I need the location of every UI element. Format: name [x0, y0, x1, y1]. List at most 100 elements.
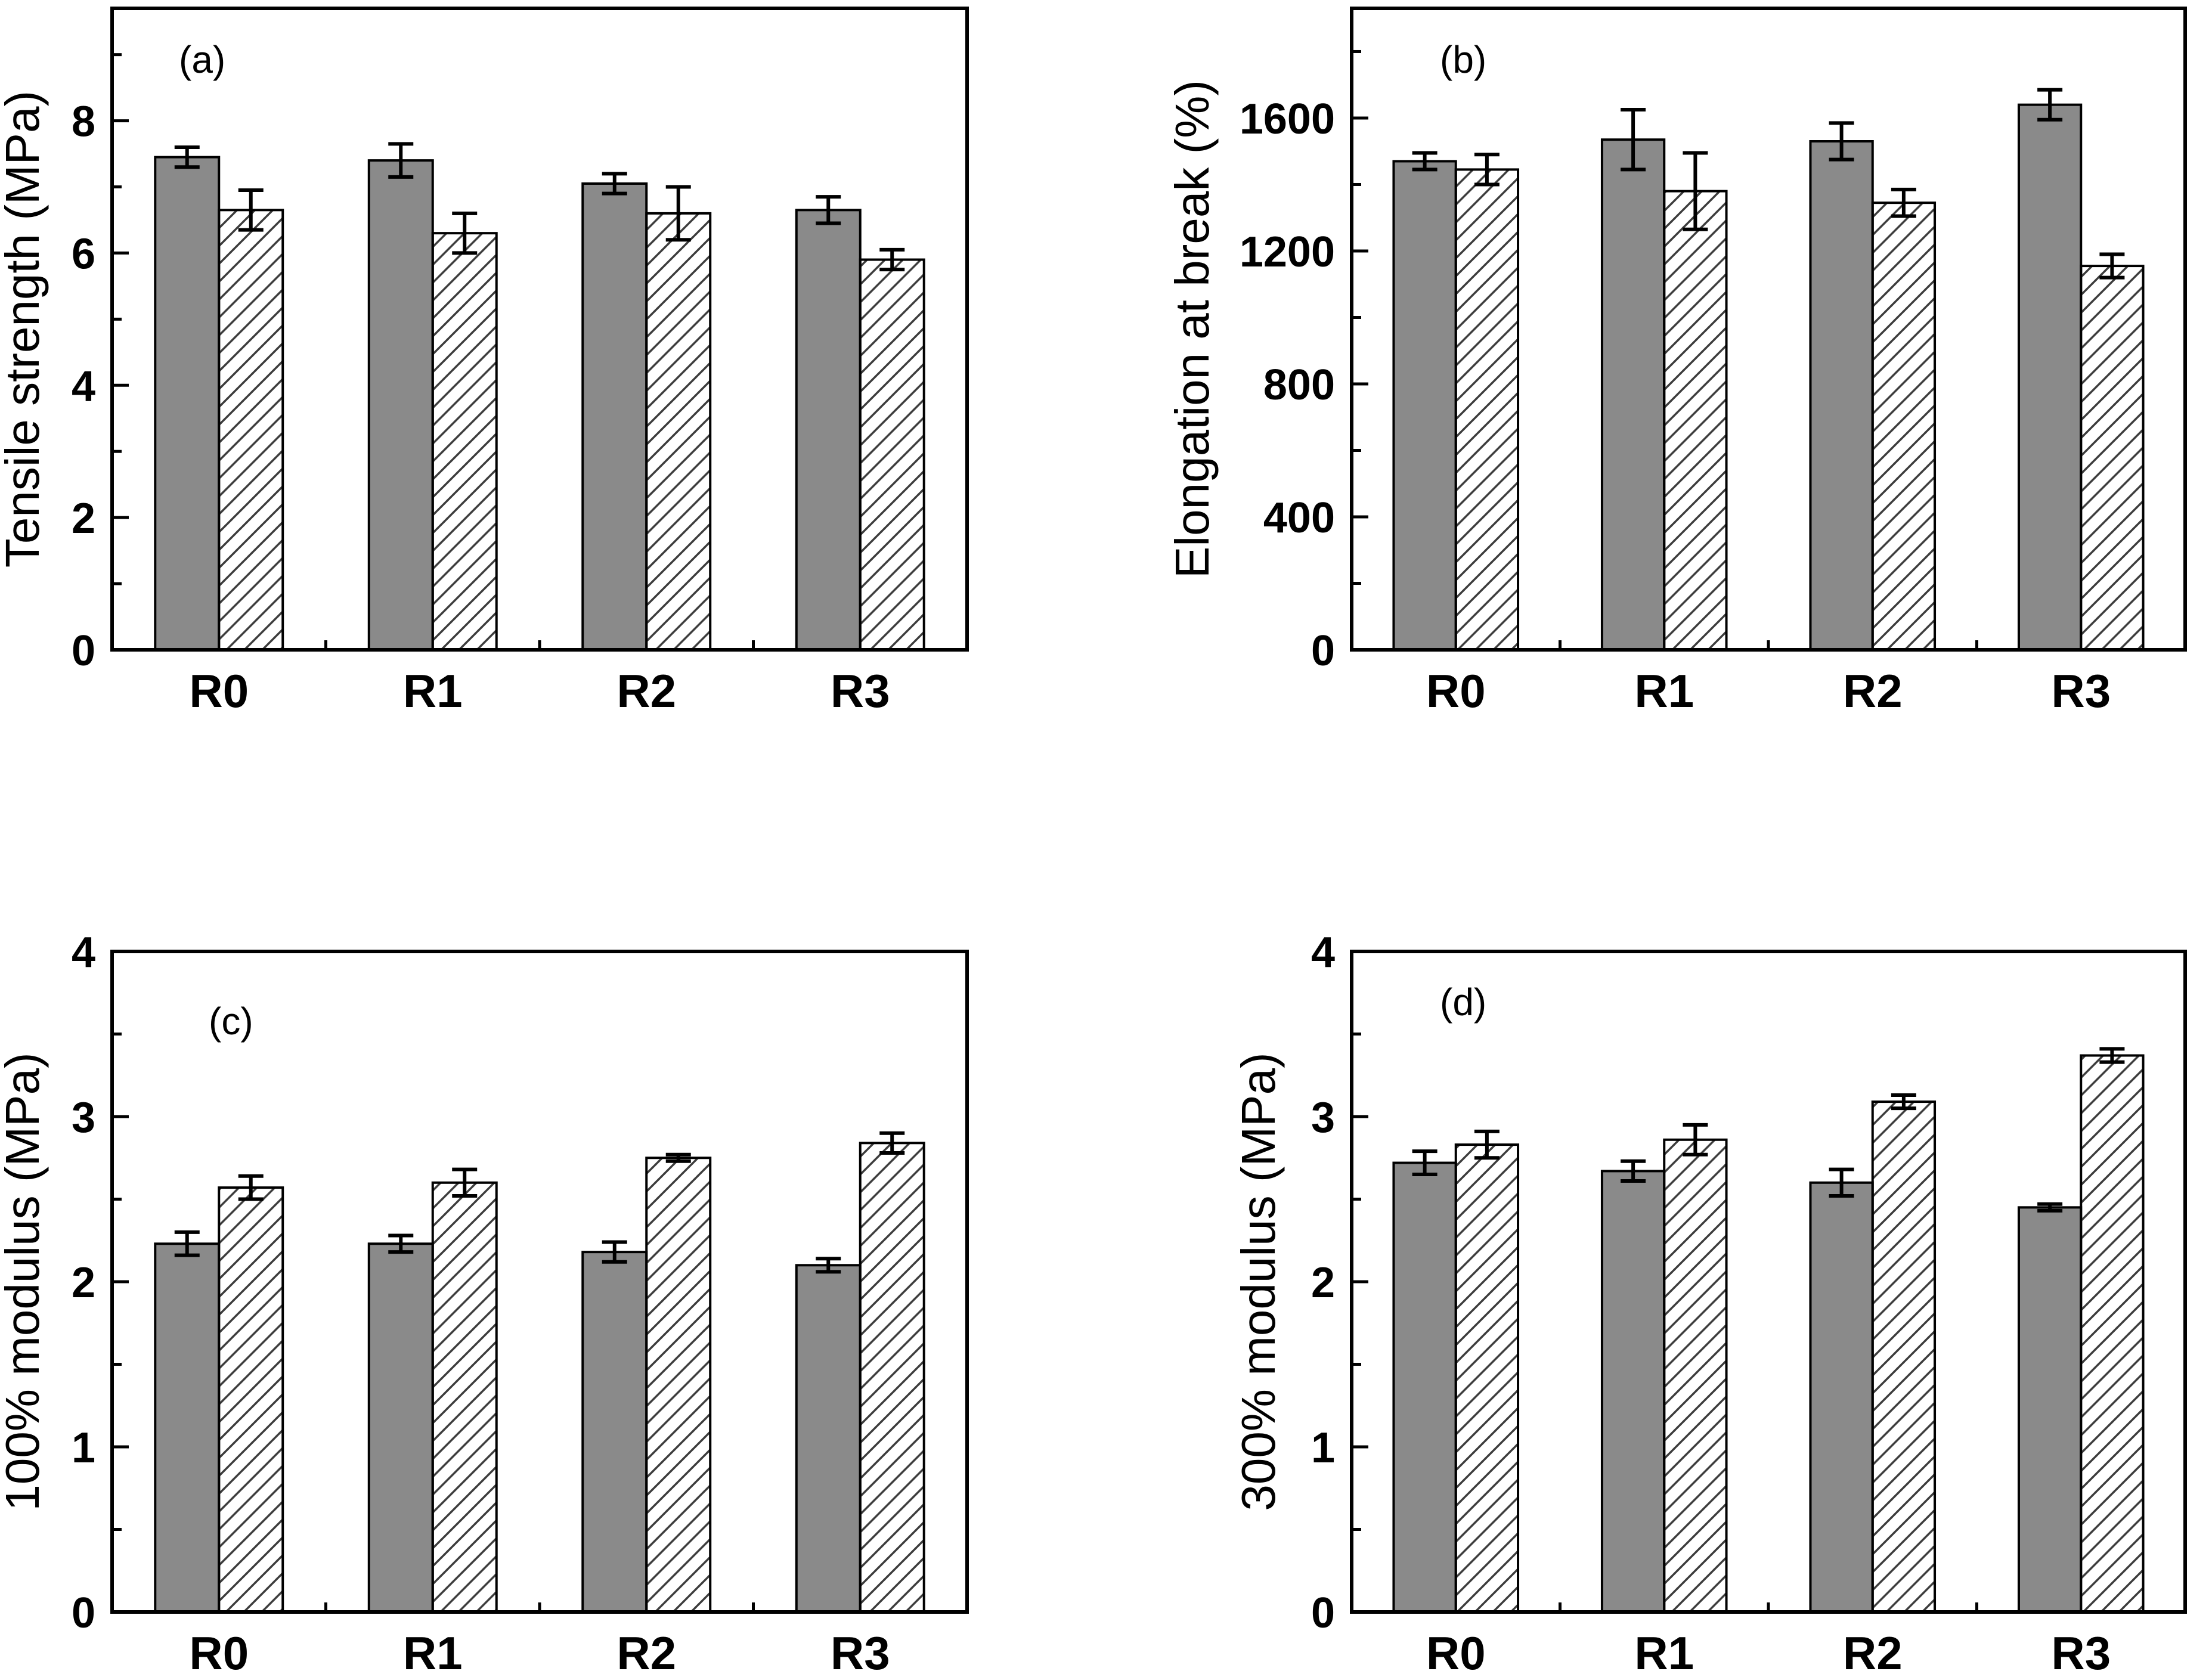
error-bar-hatched-bars-R1: [452, 1167, 478, 1198]
y-axis-title: 300% modulus (MPa): [1232, 1052, 1285, 1511]
y-tick-label: 1: [72, 1424, 95, 1472]
x-category-label-R0: R0: [1426, 1627, 1486, 1671]
x-category-label-R1: R1: [403, 665, 463, 717]
error-bar-solid-gray-bars-R0: [174, 145, 200, 169]
solid-gray-bars-R3: [795, 1264, 862, 1613]
x-category-label-R3: R3: [831, 665, 890, 717]
y-tick-label: 0: [72, 627, 95, 675]
y-tick-label: 0: [1311, 1589, 1335, 1637]
x-category-label-R2: R2: [1843, 1627, 1903, 1671]
y-tick-label: 4: [1311, 929, 1335, 976]
y-axis-title: Elongation at break (%): [1166, 80, 1219, 578]
error-bar-hatched-bars-R0: [1474, 1129, 1500, 1160]
panel-letter: (a): [179, 38, 225, 81]
error-bar-hatched-bars-R2: [665, 185, 691, 242]
error-bar-solid-gray-bars-R0: [1412, 151, 1438, 172]
solid-gray-bars-R2: [581, 182, 648, 652]
chart-svg: 0 400 800 1200 1600 R0 R1 R2 R3 Elongation at bre…: [1166, 7, 2187, 717]
y-tick-label: 3: [1311, 1094, 1335, 1142]
hatched-bars-R1: [1663, 1138, 1728, 1613]
hatched-bars-R3: [859, 258, 925, 652]
solid-gray-bars-R2: [1809, 140, 1874, 651]
x-category-label-R2: R2: [616, 1627, 676, 1671]
error-bar-hatched-bars-R1: [1683, 151, 1708, 231]
panel-d-300-modulus-chart: 0 1 2 3 4 R0 R1 R2 R3 300% modulus (MPa) (d): [1106, 836, 2212, 1671]
x-category-label-R3: R3: [831, 1627, 890, 1671]
hatched-bars-R3: [2080, 1054, 2145, 1613]
y-tick-label: 6: [72, 230, 95, 278]
hatched-bars-R0: [1454, 1143, 1520, 1613]
solid-gray-bars-R3: [2017, 1206, 2083, 1613]
hatched-bars-R0: [218, 209, 284, 651]
x-category-label-R0: R0: [189, 1627, 249, 1671]
y-tick-label: 4: [72, 362, 95, 410]
hatched-bars-R0: [218, 1186, 284, 1613]
panel-letter: (d): [1440, 981, 1486, 1024]
y-tick-label: 0: [72, 1589, 95, 1637]
x-category-label-R3: R3: [2051, 1627, 2111, 1671]
y-tick-label: 2: [1311, 1259, 1335, 1307]
panel-letter: (b): [1440, 38, 1486, 81]
y-tick-label: 2: [72, 495, 95, 542]
error-bar-hatched-bars-R3: [879, 1131, 905, 1155]
error-bar-hatched-bars-R2: [665, 1152, 691, 1163]
solid-gray-bars-R1: [367, 159, 434, 651]
y-tick-label: 400: [1263, 494, 1335, 542]
error-bar-solid-gray-bars-R2: [1829, 1167, 1854, 1198]
solid-gray-bars-R1: [1600, 1170, 1666, 1613]
solid-gray-bars-R3: [2017, 103, 2083, 651]
y-tick-label: 1600: [1240, 95, 1335, 143]
y-axis-title: 100% modulus (MPa): [0, 1052, 49, 1511]
error-bar-solid-gray-bars-R2: [602, 1240, 627, 1264]
hatched-bars-R2: [645, 1157, 712, 1613]
error-bar-solid-gray-bars-R3: [816, 195, 841, 225]
panel-b-elongation-chart: 0 400 800 1200 1600 R0 R1 R2 R3 Elongation at bre…: [1106, 0, 2212, 836]
hatched-bars-R3: [859, 1142, 925, 1613]
panel-c-100-modulus-chart: 0 1 2 3 4 R0 R1 R2 R3 100% modulus (MPa) (c): [0, 836, 1106, 1671]
panel-letter: (c): [209, 1000, 253, 1043]
error-bar-hatched-bars-R3: [879, 247, 905, 272]
y-tick-label: 8: [72, 98, 95, 146]
error-bar-solid-gray-bars-R1: [388, 142, 414, 179]
error-bar-solid-gray-bars-R1: [1621, 1159, 1646, 1183]
chart-svg: 0 1 2 3 4 R0 R1 R2 R3 100% modulus (MPa) (c): [0, 929, 969, 1671]
error-bar-hatched-bars-R2: [1891, 1093, 1916, 1111]
error-bar-solid-gray-bars-R0: [1412, 1149, 1438, 1176]
error-bar-hatched-bars-R2: [1891, 187, 1916, 218]
y-tick-label: 2: [72, 1259, 95, 1307]
hatched-bars-R3: [2080, 265, 2145, 652]
hatched-bars-R1: [431, 1181, 498, 1613]
x-category-label-R2: R2: [616, 665, 676, 717]
error-bar-solid-gray-bars-R3: [2037, 1202, 2063, 1213]
error-bar-solid-gray-bars-R1: [1621, 108, 1646, 172]
solid-gray-bars-R2: [581, 1251, 648, 1613]
error-bar-hatched-bars-R1: [1683, 1123, 1708, 1157]
y-axis-title: Tensile strength (MPa): [0, 91, 49, 568]
error-bar-solid-gray-bars-R1: [388, 1233, 414, 1254]
solid-gray-bars-R0: [1392, 160, 1457, 652]
y-tick-label: 0: [1311, 627, 1335, 675]
solid-gray-bars-R0: [154, 156, 221, 651]
solid-gray-bars-R3: [795, 209, 862, 651]
chart-svg: 0 2 4 6 8 R0 R1 R2 R3 Tensile strength (MPa) (a): [0, 7, 969, 717]
x-category-label-R1: R1: [1634, 665, 1694, 717]
error-bar-hatched-bars-R0: [238, 1174, 264, 1201]
x-category-label-R0: R0: [189, 665, 249, 717]
error-bar-hatched-bars-R3: [2099, 252, 2125, 280]
chart-svg: 0 1 2 3 4 R0 R1 R2 R3 300% modulus (MPa) (d): [1232, 929, 2187, 1671]
error-bar-solid-gray-bars-R2: [1829, 121, 1854, 162]
hatched-bars-R1: [1663, 190, 1728, 651]
error-bar-hatched-bars-R0: [1474, 153, 1500, 187]
x-category-label-R2: R2: [1843, 665, 1903, 717]
y-tick-label: 3: [72, 1094, 95, 1142]
y-tick-label: 1: [1311, 1424, 1335, 1472]
error-bar-hatched-bars-R3: [2099, 1047, 2125, 1064]
error-bar-hatched-bars-R1: [452, 211, 478, 255]
solid-gray-bars-R0: [154, 1242, 221, 1613]
error-bar-solid-gray-bars-R3: [2037, 88, 2063, 122]
x-category-label-R0: R0: [1426, 665, 1486, 717]
error-bar-solid-gray-bars-R2: [602, 172, 627, 196]
hatched-bars-R2: [645, 212, 712, 651]
error-bar-solid-gray-bars-R3: [816, 1257, 841, 1274]
